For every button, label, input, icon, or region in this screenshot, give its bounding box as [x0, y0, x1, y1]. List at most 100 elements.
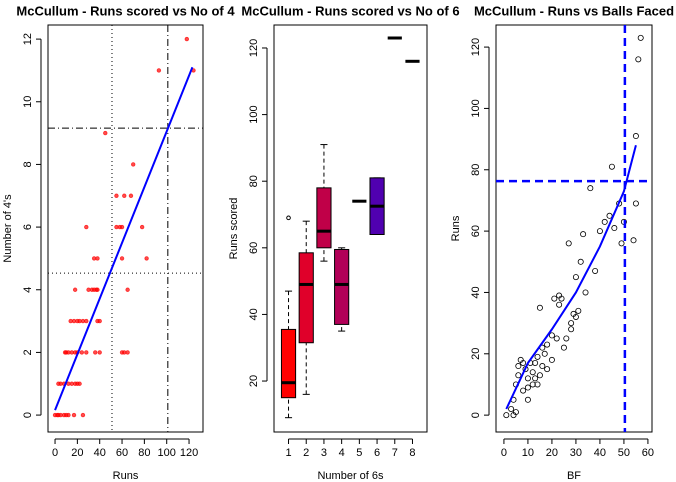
point: [515, 363, 522, 370]
point: [548, 332, 555, 339]
point: [572, 313, 579, 320]
y-tick-label: 4: [22, 287, 34, 293]
point: [632, 200, 639, 207]
box: [334, 248, 350, 325]
y-axis-label: Runs: [450, 215, 462, 241]
point: [103, 130, 108, 136]
point: [524, 384, 531, 391]
x-tick-label: 0: [52, 447, 58, 459]
point: [184, 36, 190, 42]
point: [606, 212, 613, 219]
x-tick-label: 40: [594, 447, 606, 459]
point: [125, 350, 130, 355]
point: [572, 274, 579, 281]
point: [539, 363, 546, 370]
y-axis-label: Number of 4's: [2, 194, 14, 263]
y-tick-label: 8: [22, 161, 34, 167]
box: [316, 187, 332, 249]
y-tick-label: 40: [470, 286, 482, 298]
point: [618, 240, 625, 247]
point: [608, 163, 615, 170]
point: [601, 218, 608, 225]
point: [119, 224, 125, 230]
point: [630, 237, 637, 244]
point: [532, 375, 539, 382]
x-tick-label: 100: [158, 447, 176, 459]
point: [503, 412, 510, 419]
point: [563, 335, 570, 342]
point: [80, 412, 86, 418]
x-tick-label: 6: [374, 447, 380, 459]
point: [84, 318, 89, 324]
point: [139, 224, 145, 230]
chart-title: McCullum - Runs scored vs No of 4: [16, 3, 235, 18]
y-tick-label: 120: [248, 39, 260, 57]
point: [596, 228, 603, 235]
point: [632, 133, 639, 140]
x-tick-label: 4: [339, 447, 345, 459]
point: [512, 409, 519, 416]
y-tick-label: 100: [470, 99, 482, 117]
x-axis-label: BF: [567, 470, 581, 482]
x-tick-label: 20: [546, 447, 558, 459]
x-axis-label: Runs: [113, 470, 139, 482]
y-tick-label: 0: [22, 412, 34, 418]
point: [97, 350, 102, 355]
y-tick-label: 12: [22, 33, 34, 45]
x-tick-label: 1: [285, 447, 291, 459]
point: [637, 34, 644, 41]
point: [611, 225, 618, 232]
y-tick-label: 60: [470, 225, 482, 237]
y-tick-label: 6: [22, 224, 34, 230]
point: [568, 326, 575, 333]
point: [560, 344, 567, 351]
point: [114, 193, 119, 198]
y-tick-label: 20: [470, 348, 482, 360]
point: [558, 295, 565, 302]
point: [587, 185, 594, 192]
point: [128, 193, 134, 198]
point: [548, 356, 555, 363]
fit-line: [54, 66, 194, 411]
plot-frame: [495, 24, 653, 433]
fit-line: [505, 144, 637, 410]
point: [72, 287, 78, 292]
x-tick-label: 80: [138, 447, 150, 459]
point: [144, 256, 149, 261]
point: [524, 375, 531, 382]
point: [565, 240, 572, 247]
point: [577, 258, 584, 265]
point: [119, 256, 125, 261]
x-tick-label: 8: [409, 447, 415, 459]
y-tick-label: 60: [248, 242, 260, 254]
y-tick-label: 2: [22, 349, 34, 355]
point: [156, 68, 162, 73]
point: [66, 412, 71, 418]
point: [580, 231, 587, 238]
point: [508, 405, 515, 412]
point: [97, 318, 102, 324]
y-tick-label: 80: [248, 175, 260, 187]
plot-frame: [47, 24, 204, 433]
chart-title: McCullum - Runs scored vs No of 6: [241, 3, 459, 18]
point: [95, 287, 100, 292]
x-axis-label: Number of 6s: [317, 470, 384, 482]
point: [568, 320, 575, 327]
point: [95, 256, 100, 261]
y-tick-label: 40: [248, 308, 260, 320]
point: [77, 381, 82, 386]
chart-title: McCullum - Runs vs Balls Faced: [474, 3, 674, 18]
x-tick-label: 20: [71, 447, 83, 459]
point: [592, 267, 599, 274]
point: [515, 372, 522, 379]
x-tick-label: 30: [570, 447, 582, 459]
point: [575, 307, 582, 314]
x-tick-label: 0: [501, 447, 507, 459]
point: [553, 335, 560, 342]
x-tick-label: 40: [94, 447, 106, 459]
y-tick-label: 80: [470, 164, 482, 176]
x-tick-label: 5: [356, 447, 362, 459]
x-tick-label: 60: [642, 447, 654, 459]
box: [280, 328, 297, 399]
